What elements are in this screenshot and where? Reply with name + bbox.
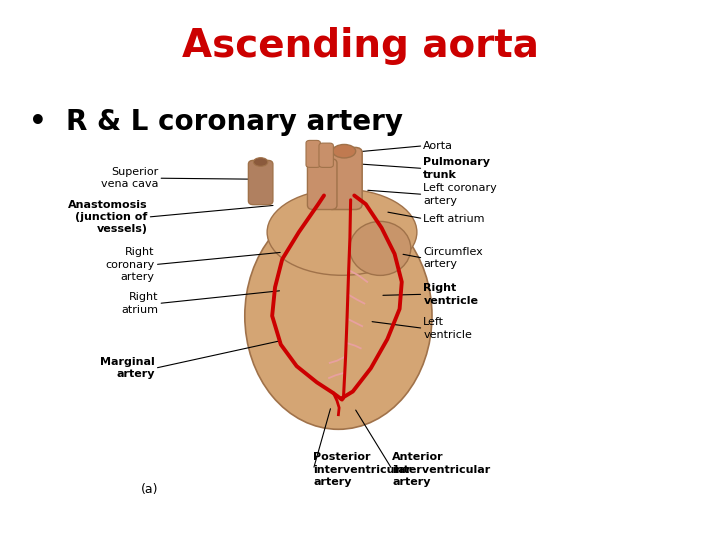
Text: Right
atrium: Right atrium [122,292,158,315]
Ellipse shape [267,189,417,275]
Text: Marginal
artery: Marginal artery [100,357,155,380]
Text: Aorta: Aorta [423,141,454,151]
Text: Left atrium: Left atrium [423,214,485,224]
Ellipse shape [245,202,432,429]
Text: Anterior
interventricular
artery: Anterior interventricular artery [392,453,490,487]
FancyBboxPatch shape [319,143,333,167]
FancyBboxPatch shape [326,147,362,210]
Text: Right
ventricle: Right ventricle [423,283,478,306]
FancyBboxPatch shape [248,160,273,205]
Text: Posterior
interventricular
artery: Posterior interventricular artery [313,453,411,487]
FancyBboxPatch shape [306,140,320,167]
Text: Right
coronary
artery: Right coronary artery [106,247,155,282]
Text: Left
ventricle: Left ventricle [423,317,472,340]
FancyBboxPatch shape [307,159,337,210]
Text: (a): (a) [140,483,158,496]
Text: Ascending aorta: Ascending aorta [181,27,539,65]
Text: •  R & L coronary artery: • R & L coronary artery [29,108,402,136]
Ellipse shape [350,221,411,275]
Text: Left coronary
artery: Left coronary artery [423,183,497,206]
Text: Pulmonary
trunk: Pulmonary trunk [423,157,490,180]
Text: Superior
vena cava: Superior vena cava [101,167,158,190]
Text: Anastomosis
(junction of
vessels): Anastomosis (junction of vessels) [68,200,148,234]
Text: Circumflex
artery: Circumflex artery [423,247,483,269]
Ellipse shape [253,158,268,166]
Ellipse shape [333,144,356,158]
